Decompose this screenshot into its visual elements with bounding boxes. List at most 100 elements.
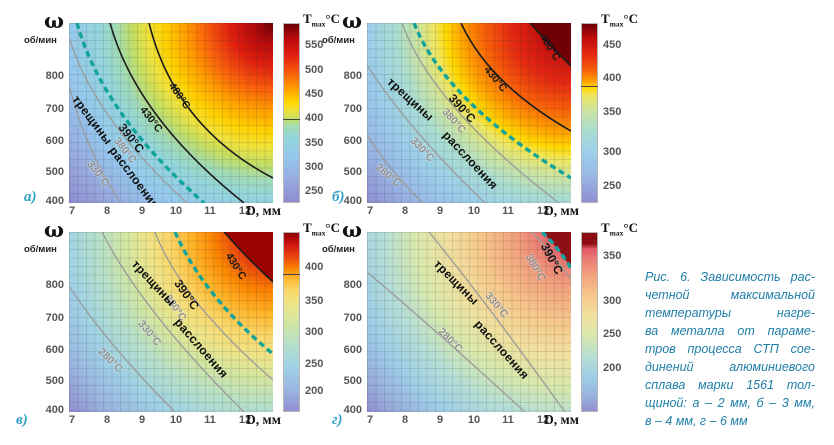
heatmap-v: 280°C 330°C 380°C 390°C 430°C трещины ра… <box>69 232 273 412</box>
y-tick: 700 <box>343 312 362 324</box>
contour-380-line <box>154 232 273 381</box>
contour-430-line <box>109 23 245 203</box>
colorbar-title: Tmax°C <box>303 220 340 238</box>
contour-380-line <box>401 23 560 203</box>
colorbar-tick: 350 <box>305 137 324 149</box>
x-tick: 10 <box>169 205 183 217</box>
panel-letter-v: в) <box>16 412 28 428</box>
colorbar-a <box>283 23 300 203</box>
contour-330-line <box>69 84 122 203</box>
colorbar-tick: 250 <box>305 358 324 370</box>
contour-380-line <box>69 36 188 203</box>
contour-380-line <box>531 232 571 280</box>
x-tick: 9 <box>436 205 444 217</box>
panel-letter-a: а) <box>24 189 37 205</box>
contour-390-dashed-line <box>412 23 571 180</box>
panel-letter-b: б) <box>332 189 345 205</box>
heatmap-b: 280°C 330°C 380°C 390°C 430°C 480°C трещ… <box>367 23 571 203</box>
y-tick: 700 <box>343 103 362 115</box>
x-tick: 11 <box>204 205 216 217</box>
y-tick: 500 <box>343 375 362 387</box>
colorbar-tick: 550 <box>305 39 324 51</box>
y-axis-unit: об/мин <box>322 35 355 46</box>
x-tick: 12 <box>238 205 252 217</box>
panel-v: ω об/мин 800 700 600 500 400 280°C 330°C… <box>0 209 340 445</box>
contour-lines-v <box>69 232 273 412</box>
colorbar-tick: 350 <box>603 250 622 262</box>
contour-390-dashed-line <box>173 232 273 356</box>
colorbar-g <box>581 232 598 412</box>
x-tick: 7 <box>68 205 76 217</box>
colorbar-tick: 250 <box>603 328 622 340</box>
contour-330-line <box>428 232 566 412</box>
x-tick: 8 <box>103 414 111 426</box>
colorbar-title-sub: max <box>311 19 326 29</box>
caption-line: тров процесса СТП сое- <box>645 342 815 356</box>
contour-280-line <box>367 134 424 203</box>
x-tick: 10 <box>169 414 183 426</box>
y-tick: 400 <box>343 195 362 207</box>
y-axis-unit: об/мин <box>322 244 355 255</box>
colorbar-tick: 250 <box>603 180 622 192</box>
x-tick: 12 <box>536 205 550 217</box>
colorbar-title: Tmax°C <box>601 11 638 29</box>
x-tick: 10 <box>467 205 481 217</box>
y-tick: 700 <box>45 103 64 115</box>
contour-430-line <box>223 232 273 283</box>
contour-280-line <box>69 285 176 412</box>
colorbar-400-line <box>283 119 300 120</box>
colorbar-tick: 250 <box>305 185 324 197</box>
colorbar-title-t: T <box>303 11 312 26</box>
x-tick: 8 <box>401 414 409 426</box>
x-tick: 8 <box>103 205 111 217</box>
colorbar-390-line <box>581 86 598 87</box>
colorbar-390-line <box>283 274 300 275</box>
contour-390-dashed-line <box>540 232 571 269</box>
x-tick: 11 <box>502 414 514 426</box>
contour-lines-g <box>367 232 571 412</box>
colorbar-title-sub: max <box>609 228 624 238</box>
colorbar-title-unit: °C <box>325 11 341 26</box>
x-axis-label: D, мм <box>246 203 281 218</box>
x-tick: 7 <box>68 414 76 426</box>
y-axis-symbol: ω <box>342 8 362 33</box>
colorbar-title-unit: °C <box>325 220 341 235</box>
caption-line: Рис. 6. Зависимость рас- <box>645 270 815 284</box>
colorbar-title: Tmax°C <box>601 220 638 238</box>
colorbar-tick: 400 <box>305 112 324 124</box>
colorbar-title-t: T <box>601 11 610 26</box>
contour-430-line <box>460 23 571 132</box>
panel-b: ω об/мин 800 700 600 500 400 280°C 330°C… <box>298 0 638 236</box>
colorbar-tick: 200 <box>305 385 324 397</box>
caption-line: сплава марки 1561 тол- <box>645 378 815 392</box>
y-axis-symbol: ω <box>44 217 64 242</box>
colorbar-tick: 200 <box>603 362 622 374</box>
y-axis-unit: об/мин <box>24 35 57 46</box>
caption-line: ва металла от параме- <box>645 324 815 338</box>
y-tick: 400 <box>45 195 64 207</box>
caption-line: температуры нагре- <box>645 306 815 320</box>
x-axis-label: D, мм <box>544 203 579 218</box>
panel-a: ω об/мин 800 700 600 500 400 330°C 380°C… <box>0 0 340 236</box>
contour-280-line <box>367 271 526 412</box>
caption-line: четной максимальной <box>645 288 815 302</box>
contour-lines-b <box>367 23 571 203</box>
x-tick: 9 <box>138 205 146 217</box>
x-tick: 11 <box>502 205 514 217</box>
x-tick: 10 <box>467 414 481 426</box>
x-axis-label: D, мм <box>544 412 579 427</box>
y-axis-symbol: ω <box>342 217 362 242</box>
x-tick: 11 <box>204 414 216 426</box>
colorbar-title-sub: max <box>311 228 326 238</box>
x-tick: 9 <box>436 414 444 426</box>
x-tick: 7 <box>366 414 374 426</box>
panel-letter-g: г) <box>332 412 343 428</box>
y-tick: 600 <box>45 135 64 147</box>
y-tick: 600 <box>343 344 362 356</box>
above-390-region <box>542 232 571 268</box>
colorbar-tick: 450 <box>603 39 622 51</box>
x-tick: 7 <box>366 205 374 217</box>
caption-line: щиной: а – 2 мм, б – 3 мм, <box>645 396 815 410</box>
y-axis-unit: об/мин <box>24 244 57 255</box>
colorbar-v <box>283 232 300 412</box>
